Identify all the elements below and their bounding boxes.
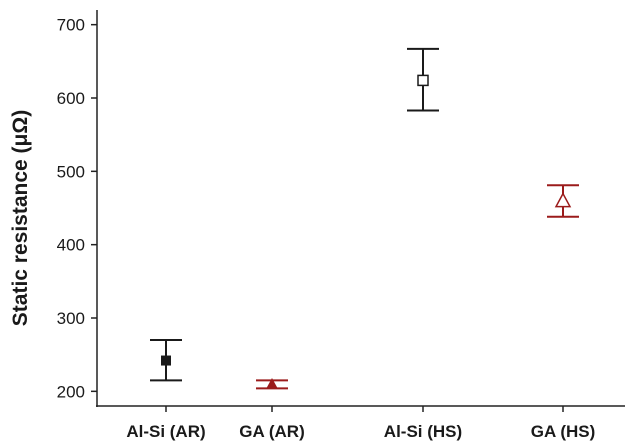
y-tick-label: 200 bbox=[57, 382, 85, 401]
y-tick-label: 400 bbox=[57, 236, 85, 255]
x-tick-label: GA (AR) bbox=[239, 422, 304, 441]
x-tick-label: Al-Si (HS) bbox=[384, 422, 462, 441]
axes bbox=[96, 10, 625, 407]
mean-marker bbox=[417, 74, 429, 87]
data-point-group bbox=[150, 339, 182, 382]
y-ticks: 200 300 400 500 600 700 bbox=[57, 16, 97, 401]
y-tick-label: 600 bbox=[57, 89, 85, 108]
mean-marker bbox=[266, 378, 278, 389]
x-tick-label: Al-Si (AR) bbox=[126, 422, 205, 441]
mean-marker bbox=[554, 192, 572, 208]
data-point-group bbox=[407, 47, 439, 112]
mean-marker bbox=[161, 355, 171, 366]
y-tick-label: 500 bbox=[57, 162, 85, 181]
data-marks bbox=[150, 47, 579, 390]
y-tick-label: 700 bbox=[57, 16, 85, 35]
x-ticks: Al-Si (AR) GA (AR) Al-Si (HS) GA (HS) bbox=[126, 406, 595, 441]
data-point-group bbox=[547, 184, 579, 218]
y-tick-label: 300 bbox=[57, 309, 85, 328]
y-axis-title: Static resistance (μΩ) bbox=[9, 110, 32, 326]
x-tick-label: GA (HS) bbox=[531, 422, 596, 441]
data-point-group bbox=[256, 378, 288, 390]
